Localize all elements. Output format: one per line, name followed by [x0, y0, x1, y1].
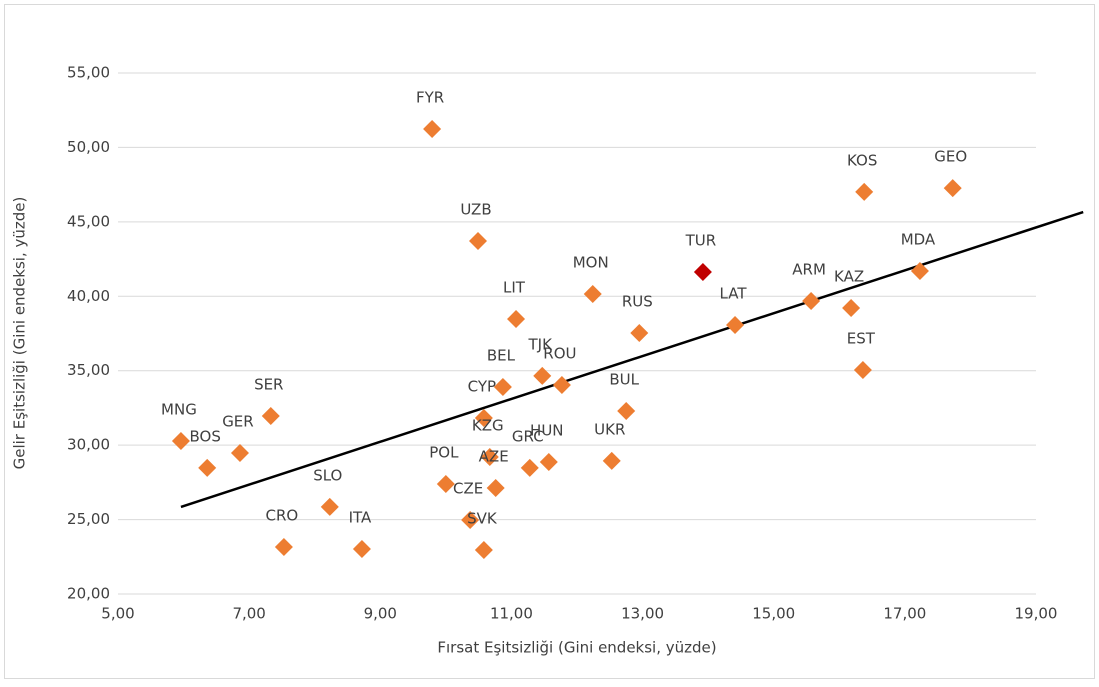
- point-label: MDA: [901, 230, 936, 248]
- point-label: ITA: [349, 509, 372, 527]
- data-point: [693, 263, 712, 282]
- data-point: [943, 179, 962, 198]
- point-label: KOS: [847, 151, 877, 169]
- data-point: [583, 285, 602, 304]
- data-point: [474, 409, 493, 428]
- point-label: BUL: [609, 371, 639, 389]
- y-axis-label: Gelir Eşitsizliği (Gini endeksi, yüzde): [11, 197, 29, 470]
- data-point: [230, 444, 249, 463]
- data-point: [423, 119, 442, 138]
- data-point: [274, 537, 293, 556]
- point-label: SVK: [467, 509, 498, 527]
- point-label: TJK: [528, 335, 554, 353]
- data-point: [855, 182, 874, 201]
- data-point: [352, 540, 371, 559]
- y-tick-label: 30,00: [67, 436, 110, 454]
- point-label: MNG: [161, 400, 197, 418]
- point-label: GRC: [512, 427, 544, 445]
- point-label: MON: [573, 254, 609, 272]
- data-point: [480, 448, 499, 467]
- data-point: [910, 261, 929, 280]
- data-point: [198, 458, 217, 477]
- point-label: UZB: [460, 201, 491, 219]
- data-point: [726, 316, 745, 335]
- x-tick-label: 15,00: [752, 605, 795, 623]
- point-label: CYP: [468, 378, 496, 396]
- y-tick-label: 45,00: [67, 212, 110, 230]
- y-tick-label: 50,00: [67, 138, 110, 156]
- data-point: [486, 479, 505, 498]
- point-label: KZG: [472, 417, 504, 435]
- data-point: [617, 402, 636, 421]
- point-label: ARM: [792, 261, 826, 279]
- y-tick-label: 35,00: [67, 361, 110, 379]
- point-label: AZE: [479, 448, 509, 466]
- data-point: [320, 497, 339, 516]
- point-label: LIT: [503, 279, 526, 297]
- trend-line: [180, 210, 1084, 509]
- data-point: [474, 540, 493, 559]
- data-point: [261, 406, 280, 425]
- point-label: KAZ: [834, 268, 864, 286]
- x-tick-label: 19,00: [1015, 605, 1058, 623]
- data-point: [539, 452, 558, 471]
- x-tick-label: 17,00: [883, 605, 926, 623]
- point-label: FYR: [416, 88, 444, 106]
- chart-frame: [4, 4, 1095, 679]
- y-tick-label: 25,00: [67, 510, 110, 528]
- data-point: [171, 431, 190, 450]
- data-point: [602, 451, 621, 470]
- data-point: [507, 310, 526, 329]
- x-tick-label: 5,00: [101, 605, 134, 623]
- x-tick-label: 13,00: [621, 605, 664, 623]
- point-label: BEL: [487, 346, 516, 364]
- data-point: [802, 292, 821, 311]
- data-point: [468, 232, 487, 251]
- point-label: LAT: [720, 285, 748, 303]
- x-tick-label: 7,00: [232, 605, 265, 623]
- point-label: ROU: [543, 345, 576, 363]
- point-label: HUN: [530, 421, 563, 439]
- y-tick-label: 20,00: [67, 585, 110, 603]
- x-tick-label: 11,00: [490, 605, 533, 623]
- data-point: [461, 511, 480, 530]
- data-point: [533, 366, 552, 385]
- point-label: SER: [254, 375, 283, 393]
- data-point: [853, 360, 872, 379]
- data-point: [436, 474, 455, 493]
- point-label: GEO: [934, 148, 967, 166]
- point-label: UKR: [594, 420, 625, 438]
- data-point: [552, 376, 571, 395]
- point-label: TUR: [685, 232, 717, 250]
- point-label: CRO: [266, 506, 299, 524]
- y-tick-label: 55,00: [67, 64, 110, 82]
- data-point: [630, 324, 649, 343]
- point-label: POL: [429, 443, 459, 461]
- point-label: SLO: [313, 466, 342, 484]
- data-point: [493, 377, 512, 396]
- x-tick-label: 9,00: [364, 605, 397, 623]
- point-label: RUS: [622, 293, 653, 311]
- y-tick-label: 40,00: [67, 287, 110, 305]
- data-point: [520, 458, 539, 477]
- point-label: EST: [847, 329, 876, 347]
- point-label: GER: [222, 413, 254, 431]
- x-axis-label: Fırsat Eşitsizliği (Gini endeksi, yüzde): [437, 639, 716, 657]
- point-label: CZE: [453, 480, 483, 498]
- data-point: [842, 299, 861, 318]
- point-label: BOS: [189, 427, 220, 445]
